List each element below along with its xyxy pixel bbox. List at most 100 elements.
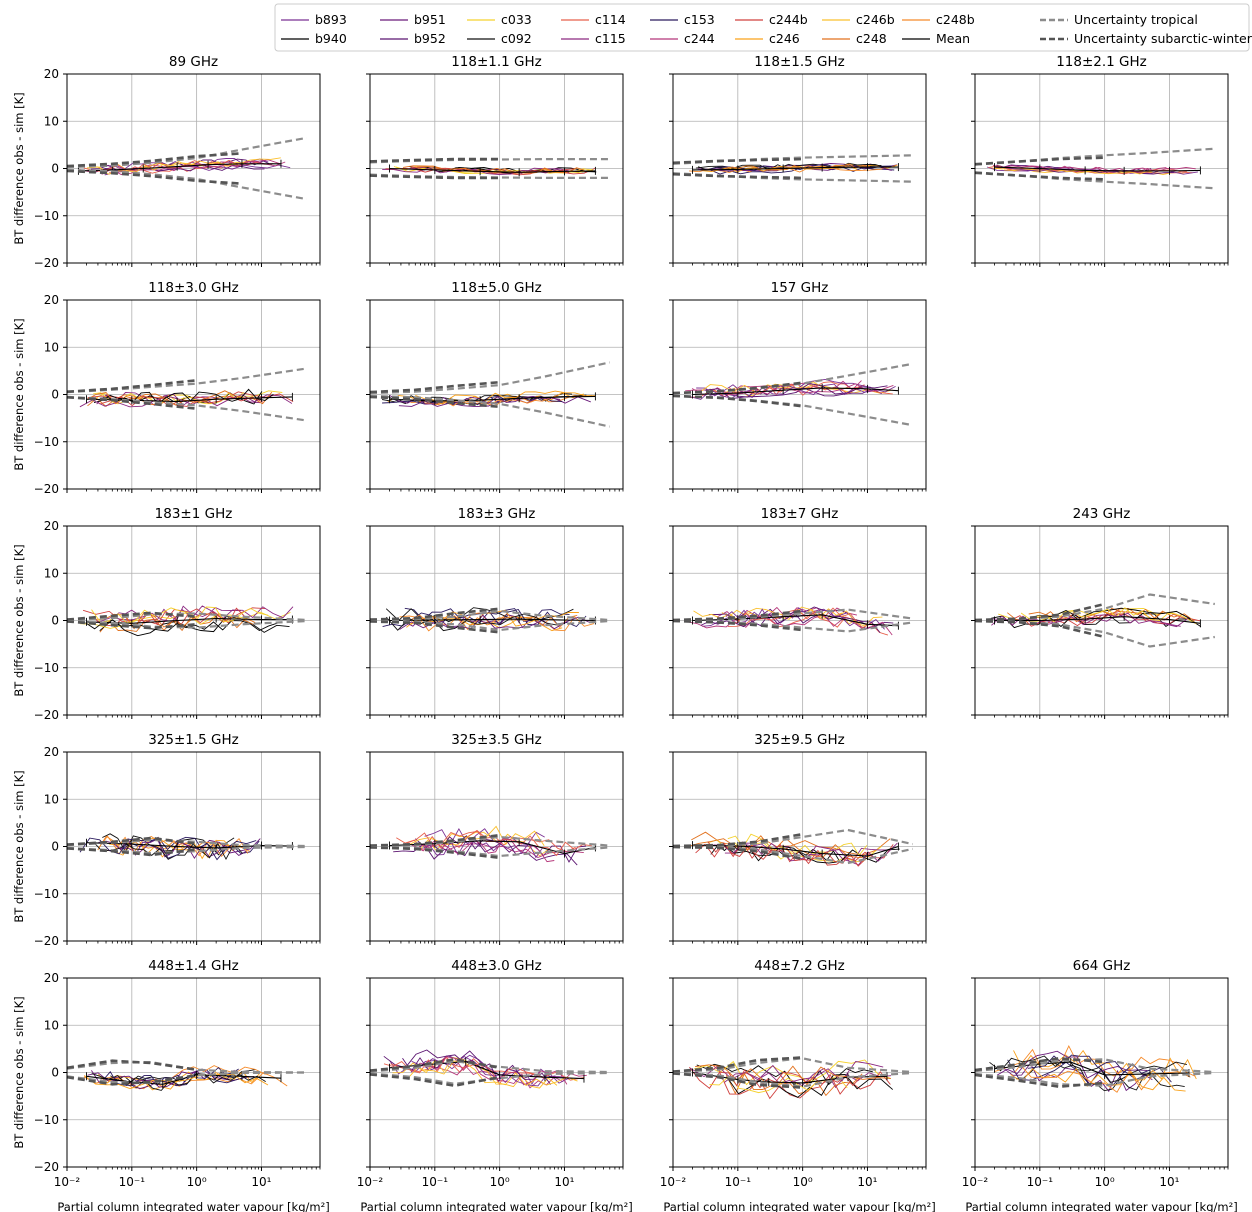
x-tick-label: 10¹ xyxy=(1159,1175,1179,1189)
panel-title: 118±1.5 GHz xyxy=(754,54,845,70)
legend-box xyxy=(274,3,1250,52)
panel-title: 325±1.5 GHz xyxy=(148,732,239,748)
y-axis-label: BT difference obs - sim [K] xyxy=(12,92,26,244)
uncertainty-subarctic-winter xyxy=(370,846,500,860)
x-tick-label: 10⁰ xyxy=(1095,1175,1115,1189)
uncertainty-tropical xyxy=(370,394,611,428)
y-tick-label: −10 xyxy=(34,887,59,901)
x-tick-label: 10⁻¹ xyxy=(1027,1175,1054,1189)
panel-title: 448±1.4 GHz xyxy=(148,958,239,974)
flight-line xyxy=(93,842,243,861)
flight-line xyxy=(383,1049,556,1080)
x-tick-label: 10⁻¹ xyxy=(119,1175,146,1189)
uncertainty-subarctic-winter xyxy=(67,1059,197,1071)
mean-line xyxy=(994,616,1201,624)
y-tick-label: −20 xyxy=(34,934,59,948)
y-tick-label: 0 xyxy=(51,388,59,402)
uncertainty-subarctic-winter xyxy=(370,174,500,180)
flight-line xyxy=(992,164,1196,173)
uncertainty-subarctic-winter xyxy=(975,1073,1105,1089)
flight-line xyxy=(725,163,870,171)
uncertainty-subarctic-winter xyxy=(67,152,242,168)
flight-line xyxy=(411,1056,568,1086)
uncertainty-tropical xyxy=(673,394,913,427)
y-axis-label: BT difference obs - sim [K] xyxy=(12,996,26,1148)
flight-line xyxy=(98,835,249,858)
panel-title: 183±1 GHz xyxy=(155,506,233,522)
y-tick-label: −10 xyxy=(34,661,59,675)
y-tick-label: −20 xyxy=(34,708,59,722)
flight-line xyxy=(996,1050,1148,1079)
plot-area xyxy=(370,825,610,866)
panel-118-1-1-ghz: 118±1.1 GHz xyxy=(366,54,624,267)
flight-line xyxy=(408,1057,558,1089)
panel-448-1-4-ghz: −20 −10 0 10 20 10⁻² 10⁻¹ 10⁰ 10¹ Partial column … xyxy=(12,958,330,1212)
y-tick-label: −20 xyxy=(34,1160,59,1174)
panel-title: 664 GHz xyxy=(1073,958,1131,974)
uncertainty-subarctic-winter xyxy=(67,1074,197,1086)
y-tick-label: 10 xyxy=(44,1018,59,1032)
flight-line xyxy=(118,838,261,856)
uncertainty-subarctic-winter xyxy=(67,847,197,857)
y-axis-label: BT difference obs - sim [K] xyxy=(12,318,26,470)
flight-line xyxy=(422,840,544,859)
legend-label: c153 xyxy=(684,12,715,27)
legend-label: c248b xyxy=(936,12,975,27)
plot-area xyxy=(67,833,307,861)
legend-label: c248 xyxy=(856,31,887,46)
flight-line xyxy=(91,606,269,624)
panel-title: 183±3 GHz xyxy=(458,506,536,522)
plot-area xyxy=(370,361,611,428)
x-tick-label: 10¹ xyxy=(857,1175,877,1189)
uncertainty-subarctic-winter xyxy=(67,611,197,621)
legend-label: c244 xyxy=(684,31,715,46)
y-tick-label: 0 xyxy=(51,1066,59,1080)
flight-line xyxy=(424,827,545,846)
flight-line xyxy=(406,830,592,857)
plot-area xyxy=(975,1044,1215,1093)
panel-118-3-0-ghz: −20 −10 0 10 20 BT difference obs - sim [K] 11… xyxy=(12,280,321,496)
uncertainty-tropical xyxy=(370,1060,610,1074)
panel-448-7-2-ghz: 10⁻² 10⁻¹ 10⁰ 10¹ Partial column integrated … xyxy=(660,958,936,1212)
uncertainty-tropical xyxy=(67,619,307,629)
uncertainty-subarctic-winter xyxy=(673,1072,803,1089)
legend-label: c092 xyxy=(501,31,532,46)
panel-183-3-ghz: 183±3 GHz xyxy=(366,506,624,719)
plot-area xyxy=(67,136,307,201)
flight-line xyxy=(1010,1068,1186,1092)
panel-118-1-5-ghz: 118±1.5 GHz xyxy=(669,54,927,267)
plot-area xyxy=(673,154,913,183)
x-tick-label: 10⁰ xyxy=(187,1175,207,1189)
uncertainty-subarctic-winter xyxy=(975,1056,1105,1072)
legend-label: c114 xyxy=(595,12,626,27)
legend-label: c244b xyxy=(769,12,808,27)
legend-label: c115 xyxy=(595,31,626,46)
x-tick-label: 10¹ xyxy=(554,1175,574,1189)
panel-89-ghz: −20 −10 0 10 20 BT difference obs - sim [K] 89… xyxy=(12,54,321,270)
panel-664-ghz: 10⁻² 10⁻¹ 10⁰ 10¹ Partial column integrated … xyxy=(962,958,1238,1212)
flight-line xyxy=(1027,1054,1151,1074)
x-tick-label: 10⁻² xyxy=(962,1175,989,1189)
uncertainty-subarctic-winter xyxy=(975,156,1105,166)
uncertainty-subarctic-winter xyxy=(370,157,500,163)
y-tick-label: 20 xyxy=(44,519,59,533)
panel-title: 157 GHz xyxy=(771,280,829,296)
flight-line xyxy=(423,394,558,407)
mean-line xyxy=(994,166,1201,172)
panel-title: 118±1.1 GHz xyxy=(451,54,542,70)
legend: b893 b940 b951 b952 c033 c092 c114 c115 c153 c244… xyxy=(274,3,1252,52)
uncertainty-tropical xyxy=(67,1060,307,1074)
flight-line xyxy=(392,1060,578,1087)
y-tick-label: −10 xyxy=(34,209,59,223)
legend-label: c246 xyxy=(769,31,800,46)
uncertainty-subarctic-winter xyxy=(673,394,803,408)
y-tick-label: 0 xyxy=(51,840,59,854)
plot-area xyxy=(370,157,610,180)
uncertainty-subarctic-winter xyxy=(370,620,500,634)
plot-area xyxy=(67,605,307,637)
legend-label: c246b xyxy=(856,12,895,27)
panel-title: 325±9.5 GHz xyxy=(754,732,845,748)
uncertainty-subarctic-winter xyxy=(67,379,197,393)
flight-line xyxy=(1026,167,1175,175)
panel-118-2-1-ghz: 118±2.1 GHz xyxy=(971,54,1229,267)
